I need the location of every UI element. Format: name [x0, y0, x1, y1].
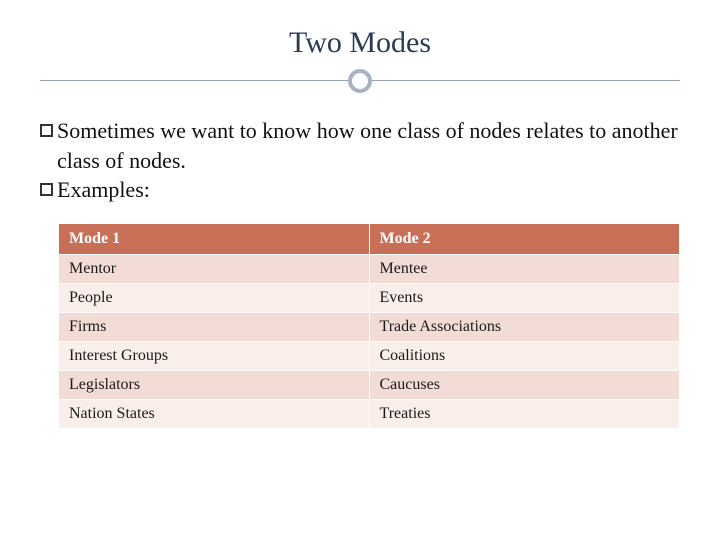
- table-row: Nation States Treaties: [59, 400, 680, 429]
- table-cell: Treaties: [369, 400, 680, 429]
- title-decoration: [40, 68, 680, 96]
- table-cell: Nation States: [59, 400, 370, 429]
- table-cell: Interest Groups: [59, 342, 370, 371]
- table-row: People Events: [59, 284, 680, 313]
- table-cell: Coalitions: [369, 342, 680, 371]
- bullet-text: Sometimes we want to know how one class …: [57, 116, 680, 175]
- table-header-row: Mode 1 Mode 2: [59, 224, 680, 255]
- bullet-item: Sometimes we want to know how one class …: [40, 116, 680, 175]
- table-cell: Trade Associations: [369, 313, 680, 342]
- bullet-list: Sometimes we want to know how one class …: [40, 116, 680, 205]
- table-cell: Mentee: [369, 255, 680, 284]
- table-cell: Mentor: [59, 255, 370, 284]
- table-header-cell: Mode 1: [59, 224, 370, 255]
- table-cell: Caucuses: [369, 371, 680, 400]
- square-bullet-icon: [40, 183, 53, 196]
- slide: Two Modes Sometimes we want to know how …: [0, 0, 720, 540]
- table-row: Mentor Mentee: [59, 255, 680, 284]
- table-cell: Firms: [59, 313, 370, 342]
- circle-icon: [348, 69, 372, 93]
- modes-table: Mode 1 Mode 2 Mentor Mentee People Event…: [58, 223, 680, 429]
- page-title: Two Modes: [40, 20, 680, 60]
- table-row: Legislators Caucuses: [59, 371, 680, 400]
- table-header-cell: Mode 2: [369, 224, 680, 255]
- table-body: Mentor Mentee People Events Firms Trade …: [59, 255, 680, 429]
- table-row: Firms Trade Associations: [59, 313, 680, 342]
- table-cell: Events: [369, 284, 680, 313]
- table-cell: People: [59, 284, 370, 313]
- title-block: Two Modes: [40, 20, 680, 96]
- bullet-item: Examples:: [40, 175, 680, 205]
- table-cell: Legislators: [59, 371, 370, 400]
- bullet-text: Examples:: [57, 175, 680, 205]
- table-row: Interest Groups Coalitions: [59, 342, 680, 371]
- square-bullet-icon: [40, 124, 53, 137]
